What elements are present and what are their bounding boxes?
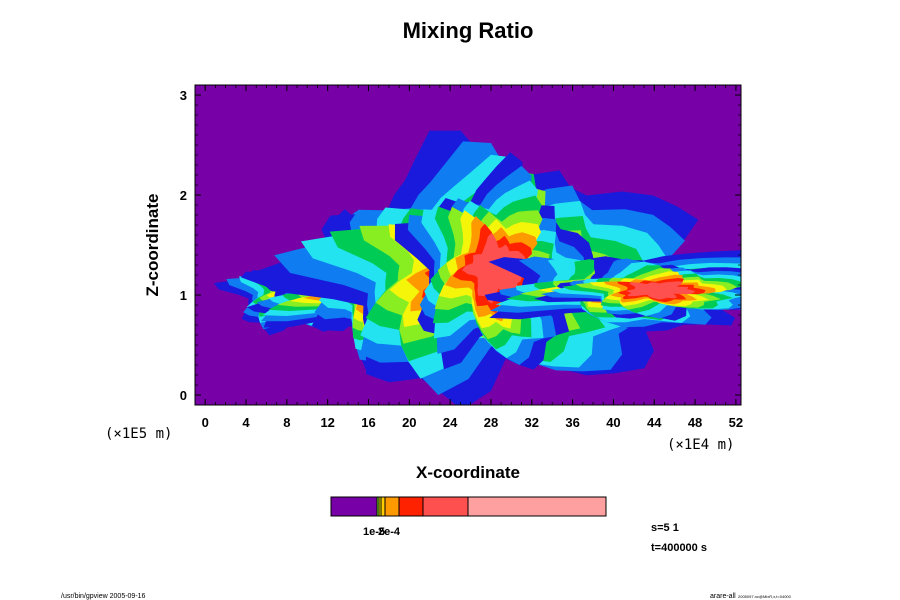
y-tick-label: 0 [180, 388, 187, 403]
x-tick-label: 0 [202, 415, 209, 430]
contour-band [626, 281, 695, 300]
y-scale-note: (×1E5 m) [105, 426, 172, 442]
colorbar-segment [379, 497, 381, 516]
chart-title: Mixing Ratio [403, 18, 534, 43]
footer-left: /usr/bin/gpview 2005-09-16 [61, 593, 146, 600]
x-axis-label: X-coordinate [416, 463, 520, 482]
x-tick-label: 12 [320, 415, 334, 430]
footer-right-main: arare-all [710, 593, 736, 600]
colorbar-segment [385, 497, 399, 516]
run-info-line-1: s=5 1 [651, 522, 679, 534]
x-tick-label: 44 [647, 415, 662, 430]
colorbar-segment [399, 497, 423, 516]
colorbar-segment [423, 497, 468, 516]
colorbar-segment [468, 497, 606, 516]
x-tick-label: 52 [729, 415, 743, 430]
x-tick-label: 48 [688, 415, 702, 430]
contour-field [213, 130, 741, 405]
x-scale-note: (×1E4 m) [667, 437, 734, 453]
x-tick-label: 40 [606, 415, 620, 430]
y-axis-ticks: 0 1 2 3 [180, 88, 741, 403]
x-tick-label: 24 [443, 415, 458, 430]
colorbar-segment [331, 497, 377, 516]
colorbar [330, 496, 607, 517]
y-axis-label: Z-coordinate [143, 194, 162, 297]
y-tick-label: 2 [180, 188, 187, 203]
x-axis-ticks: 0 4 8 12 16 20 24 28 32 36 40 44 48 52 [194, 85, 743, 430]
x-tick-label: 20 [402, 415, 416, 430]
colorbar-tick-label-overlap: 2e-4 [378, 526, 401, 538]
colorbar-segment [381, 497, 385, 516]
x-tick-label: 28 [484, 415, 498, 430]
y-tick-label: 1 [180, 288, 187, 303]
colorbar-tick-label: 1e-5 [363, 526, 385, 538]
x-tick-label: 36 [565, 415, 579, 430]
run-info-line-2: t=400000 s [651, 542, 707, 554]
x-tick-label: 32 [525, 415, 539, 430]
contour-band [461, 233, 526, 304]
x-tick-label: 8 [283, 415, 290, 430]
x-tick-label: 16 [361, 415, 375, 430]
x-tick-label: 4 [242, 415, 250, 430]
colorbar-frame [330, 496, 607, 517]
y-tick-label: 3 [180, 88, 187, 103]
footer-right-sub: 2005097.nc@MixR,x,t=04000 [738, 594, 792, 599]
colorbar-segment [377, 497, 379, 516]
